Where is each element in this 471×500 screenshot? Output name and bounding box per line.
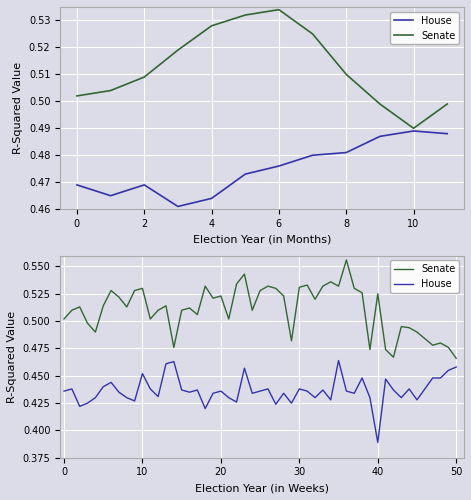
Y-axis label: R-Squared Value: R-Squared Value [7, 310, 17, 402]
House [446, 368, 451, 374]
Senate [377, 101, 383, 107]
Senate [310, 31, 316, 37]
Senate [108, 88, 114, 94]
Senate [179, 307, 185, 313]
Senate [445, 101, 450, 107]
House [74, 182, 80, 188]
House [61, 388, 67, 394]
Y-axis label: R-Squared Value: R-Squared Value [13, 62, 23, 154]
House [187, 389, 192, 395]
House [454, 364, 459, 370]
Senate [320, 283, 325, 289]
Senate [343, 72, 349, 78]
House [209, 196, 214, 202]
Senate [243, 12, 248, 18]
Senate [209, 23, 214, 29]
House [411, 128, 416, 134]
Senate [351, 286, 357, 292]
X-axis label: Election Year (in Weeks): Election Year (in Weeks) [195, 483, 329, 493]
House [175, 204, 181, 210]
Senate [61, 316, 67, 322]
House [336, 358, 341, 364]
Legend: House, Senate: House, Senate [390, 12, 459, 44]
Senate [343, 257, 349, 263]
House [343, 150, 349, 156]
House [375, 440, 381, 446]
Line: Senate: Senate [77, 10, 447, 128]
Senate [454, 356, 459, 362]
House [445, 130, 450, 136]
House [147, 386, 153, 392]
Senate [187, 305, 192, 311]
X-axis label: Election Year (in Months): Election Year (in Months) [193, 234, 331, 244]
House [179, 387, 185, 393]
House [320, 387, 325, 393]
House [310, 152, 316, 158]
House [276, 163, 282, 169]
Senate [411, 126, 416, 132]
Line: House: House [77, 131, 447, 206]
Senate [276, 6, 282, 12]
House [108, 192, 114, 198]
House [377, 134, 383, 140]
House [351, 390, 357, 396]
Senate [446, 344, 451, 350]
Senate [141, 74, 147, 80]
Line: Senate: Senate [64, 260, 456, 358]
Senate [74, 93, 80, 99]
House [243, 171, 248, 177]
Legend: Senate, House: Senate, House [390, 260, 459, 293]
Senate [147, 316, 153, 322]
Senate [175, 47, 181, 53]
Line: House: House [64, 360, 456, 442]
House [141, 182, 147, 188]
